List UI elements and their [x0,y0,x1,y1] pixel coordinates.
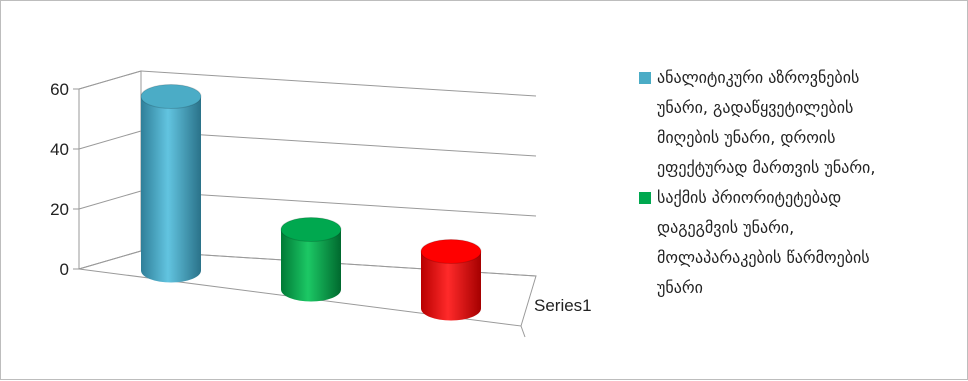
legend-swatch [639,72,651,84]
gridline [140,190,537,217]
bar-body [141,96,201,283]
bar-body [421,251,481,321]
legend-swatch [639,192,651,204]
bar-top [140,84,202,109]
gridline-side [78,190,142,210]
gridline-side [78,130,142,150]
gridline-side [78,250,142,270]
legend-entry: ანალიტიკური აზროვნების უნარი, გადაწყვეტი… [639,63,959,183]
bar-body [281,229,341,302]
legend-label: საქმის პრიორიტეტებად დაგეგმვის უნარი, მო… [657,188,870,297]
bar-top [420,239,482,264]
y-tick-label: 60 [50,80,69,99]
bar [280,217,342,302]
bars [140,84,482,321]
gridline [140,70,537,97]
x-category-label: Series1 [534,296,592,315]
bar-top [280,217,342,242]
y-tick-label: 40 [50,140,69,159]
legend: ანალიტიკური აზროვნების უნარი, გადაწყვეტი… [639,63,959,303]
y-tick-label: 20 [50,200,69,219]
gridline [140,130,537,157]
y-axis-ticks: 0 20 40 60 [50,80,79,279]
legend-entry: საქმის პრიორიტეტებად დაგეგმვის უნარი, მო… [639,183,959,303]
y-tick-label: 0 [60,260,69,279]
gridline-side [78,70,142,90]
x-tick-mark [520,325,526,338]
bar [140,84,202,283]
x-axis-categories: Series1 [520,296,592,338]
bar [420,239,482,321]
legend-label: ანალიტიკური აზროვნების უნარი, გადაწყვეტი… [657,68,876,177]
side-wall [78,70,142,270]
